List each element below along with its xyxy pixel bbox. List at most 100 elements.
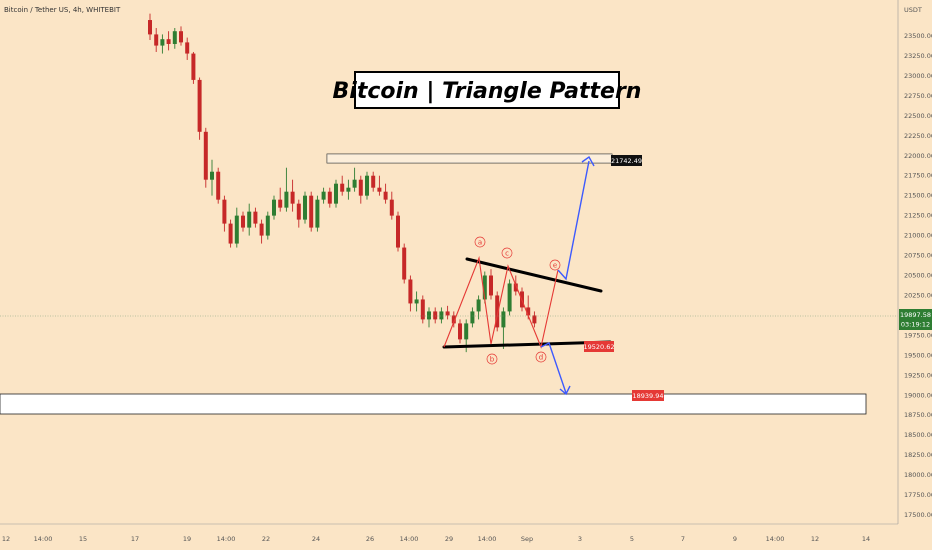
y-tick-label: 22500.00: [904, 112, 932, 120]
y-tick-label: 18500.00: [904, 431, 932, 439]
x-tick-label: 12: [2, 535, 10, 543]
candle: [433, 307, 438, 324]
candle-body: [265, 215, 270, 236]
wave-label-d: d: [535, 351, 547, 363]
x-tick-label: 26: [366, 535, 374, 543]
upper-trendline[interactable]: [465, 257, 603, 293]
resistance-zone-fill: [327, 154, 612, 163]
x-tick-label: Sep: [521, 535, 533, 543]
svg-text:03:19:12: 03:19:12: [901, 321, 930, 329]
svg-text:c: c: [505, 250, 509, 258]
y-tick-label: 22250.00: [904, 132, 932, 140]
candle: [427, 307, 431, 328]
candle: [420, 295, 425, 324]
lower-trendline[interactable]: [442, 340, 612, 349]
candle-body: [526, 307, 531, 316]
candle: [377, 175, 382, 196]
candle-body: [414, 299, 419, 304]
candle-body: [352, 179, 357, 188]
candle-body: [346, 187, 351, 192]
candle: [247, 203, 252, 236]
x-tick-label: 14:00: [400, 535, 419, 543]
candle-body: [334, 183, 338, 204]
candle: [259, 219, 264, 244]
y-tick-label: 18750.00: [904, 411, 932, 419]
y-tick-label: 17500.00: [904, 511, 932, 519]
candle: [396, 211, 400, 252]
candle-body: [445, 311, 450, 316]
candle: [408, 275, 413, 312]
candle-body: [389, 199, 394, 216]
x-tick-label: 5: [630, 535, 634, 543]
candle-body: [458, 323, 462, 340]
candle-body: [247, 211, 252, 228]
candle-body: [259, 223, 264, 236]
candle-body: [371, 175, 376, 188]
x-tick-label: 17: [131, 535, 139, 543]
candle-body: [501, 311, 506, 328]
candle: [321, 187, 326, 204]
candle: [507, 279, 512, 316]
candle-body: [272, 199, 276, 216]
candle: [296, 199, 301, 228]
candle: [278, 187, 283, 212]
resistance-price-tag: 21742.49: [611, 155, 642, 166]
candle-body: [296, 203, 301, 220]
candle: [327, 187, 332, 208]
candle: [154, 28, 159, 52]
candle-body: [507, 283, 512, 312]
candle: [166, 31, 171, 51]
candle: [445, 305, 450, 320]
candle-body: [402, 247, 407, 280]
candle-body: [340, 183, 345, 192]
x-tick-label: 19: [183, 535, 191, 543]
y-tick-label: 19000.00: [904, 391, 932, 399]
x-tick-label: 14:00: [217, 535, 236, 543]
svg-text:21742.49: 21742.49: [611, 157, 642, 165]
candle: [253, 207, 258, 228]
candle: [197, 77, 202, 140]
wave-label-b: b: [486, 353, 498, 365]
y-tick-label: 20500.00: [904, 272, 932, 280]
candle-body: [216, 171, 221, 200]
candle: [172, 28, 177, 49]
candle: [179, 26, 183, 46]
candle: [234, 207, 239, 248]
y-tick-label: 21500.00: [904, 192, 932, 200]
candle-body: [160, 39, 165, 46]
candle: [389, 191, 394, 220]
y-tick-label: 21000.00: [904, 232, 932, 240]
candle: [532, 311, 537, 328]
svg-text:Bitcoin | Triangle Pattern: Bitcoin | Triangle Pattern: [333, 79, 642, 104]
candle-body: [154, 34, 159, 46]
svg-text:18939.94: 18939.94: [632, 392, 663, 400]
y-tick-label: 23000.00: [904, 72, 932, 80]
support-price-tag: 19520.62: [583, 341, 615, 352]
candle-body: [476, 299, 481, 312]
wave-label-c: c: [501, 247, 513, 259]
chart-title[interactable]: Bitcoin | Triangle Pattern: [333, 71, 642, 109]
candle: [203, 127, 208, 188]
candle: [489, 269, 493, 300]
time-scale[interactable]: [0, 524, 932, 550]
candle-body: [321, 191, 326, 200]
target-zone[interactable]: [0, 393, 867, 415]
svg-text:b: b: [490, 356, 495, 364]
bearish-arrowhead: [559, 385, 571, 396]
candle-body: [222, 199, 227, 224]
candle-body: [179, 31, 183, 43]
candle: [495, 291, 500, 332]
candle-body: [464, 323, 469, 340]
candle: [148, 13, 152, 40]
candle-body: [451, 315, 456, 324]
candle: [451, 311, 456, 328]
x-axis-ticks: 12 14:00 15 17 19 14:00 22 24 26 14:00 29 14:00 Sep 3…: [2, 535, 870, 543]
candle: [160, 34, 165, 54]
candle-body: [358, 179, 363, 196]
candle: [352, 167, 357, 192]
candle: [439, 307, 444, 324]
candle: [272, 195, 276, 220]
candle-body: [439, 311, 444, 320]
price-scale[interactable]: [898, 0, 932, 524]
